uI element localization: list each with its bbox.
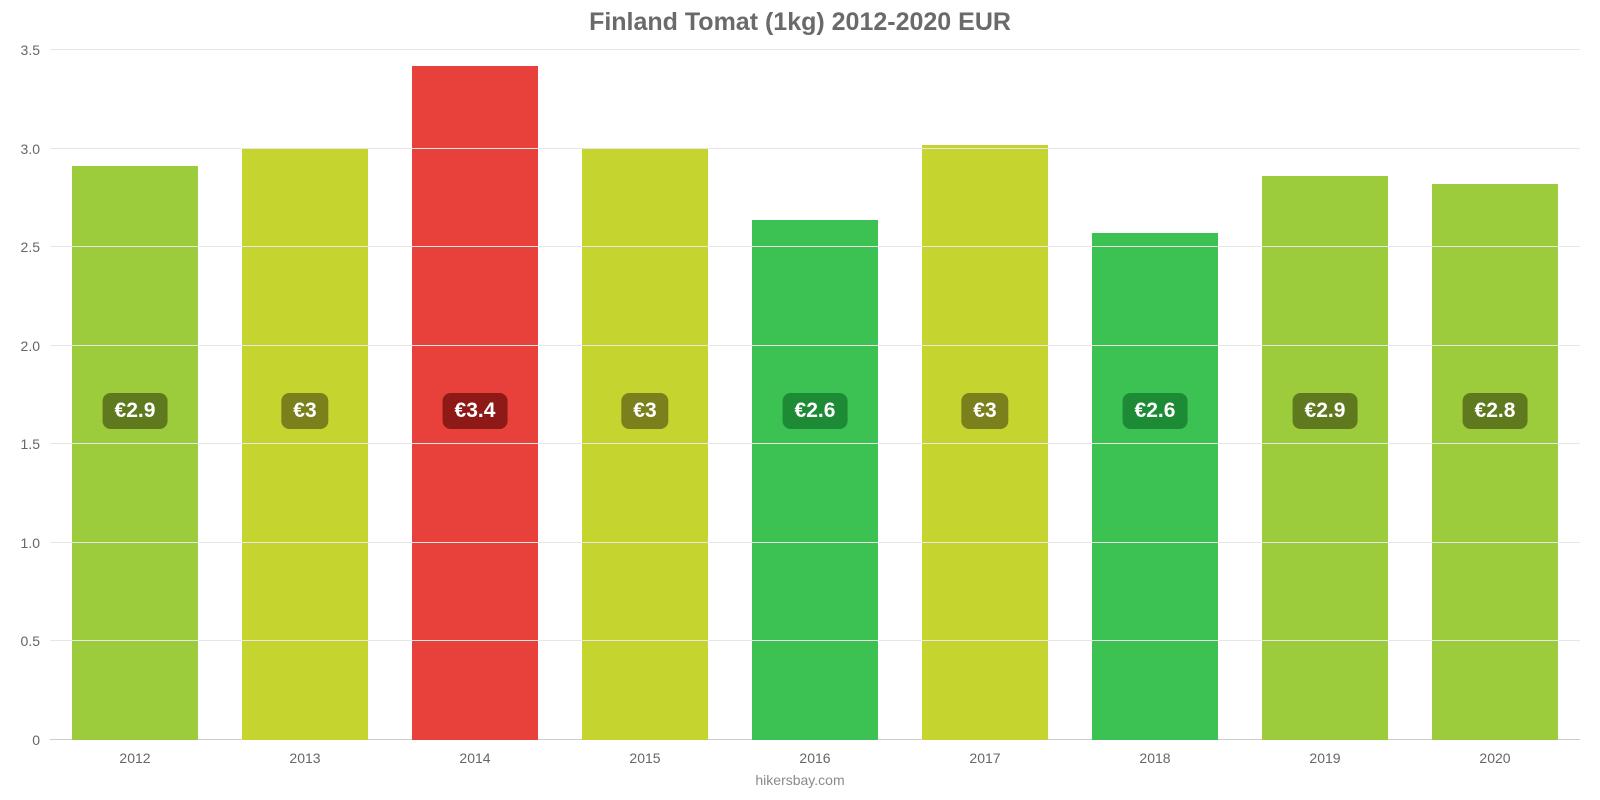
bar-slot: €2.62018 xyxy=(1070,50,1240,740)
bar: €2.8 xyxy=(1432,184,1558,740)
value-badge: €2.9 xyxy=(1293,393,1358,429)
x-tick-label: 2019 xyxy=(1309,740,1340,766)
grid-line xyxy=(50,345,1580,346)
chart-title: Finland Tomat (1kg) 2012-2020 EUR xyxy=(0,8,1600,37)
grid-line xyxy=(50,542,1580,543)
bars-group: €2.92012€32013€3.42014€32015€2.62016€320… xyxy=(50,50,1580,740)
x-tick-label: 2020 xyxy=(1479,740,1510,766)
x-tick-label: 2015 xyxy=(629,740,660,766)
x-tick-label: 2018 xyxy=(1139,740,1170,766)
bar-slot: €2.82020 xyxy=(1410,50,1580,740)
value-badge: €2.6 xyxy=(783,393,848,429)
bar: €3.4 xyxy=(412,66,538,740)
value-badge: €3 xyxy=(621,393,668,429)
bar-slot: €2.92019 xyxy=(1240,50,1410,740)
plot-area: €2.92012€32013€3.42014€32015€2.62016€320… xyxy=(50,50,1580,740)
x-tick-label: 2014 xyxy=(459,740,490,766)
bar-slot: €3.42014 xyxy=(390,50,560,740)
value-badge: €2.9 xyxy=(103,393,168,429)
y-tick-label: 2.0 xyxy=(21,338,50,354)
bar-slot: €2.92012 xyxy=(50,50,220,740)
value-badge: €3 xyxy=(961,393,1008,429)
bar-slot: €32015 xyxy=(560,50,730,740)
grid-line xyxy=(50,443,1580,444)
y-tick-label: 0 xyxy=(32,732,50,748)
y-tick-label: 1.0 xyxy=(21,535,50,551)
y-tick-label: 0.5 xyxy=(21,633,50,649)
chart-footer: hikersbay.com xyxy=(0,772,1600,788)
bar: €2.9 xyxy=(1262,176,1388,740)
bar: €2.6 xyxy=(1092,233,1218,740)
bar-slot: €32013 xyxy=(220,50,390,740)
y-tick-label: 3.0 xyxy=(21,141,50,157)
grid-line xyxy=(50,246,1580,247)
value-badge: €3.4 xyxy=(443,393,508,429)
y-tick-label: 3.5 xyxy=(21,42,50,58)
x-tick-label: 2013 xyxy=(289,740,320,766)
value-badge: €2.8 xyxy=(1463,393,1528,429)
x-tick-label: 2017 xyxy=(969,740,1000,766)
grid-line xyxy=(50,640,1580,641)
grid-line xyxy=(50,148,1580,149)
x-tick-label: 2016 xyxy=(799,740,830,766)
x-tick-label: 2012 xyxy=(119,740,150,766)
bar: €2.9 xyxy=(72,166,198,740)
chart-container: Finland Tomat (1kg) 2012-2020 EUR €2.920… xyxy=(0,0,1600,800)
value-badge: €3 xyxy=(281,393,328,429)
y-tick-label: 2.5 xyxy=(21,239,50,255)
bar: €2.6 xyxy=(752,220,878,740)
y-tick-label: 1.5 xyxy=(21,436,50,452)
bar-slot: €32017 xyxy=(900,50,1070,740)
grid-line xyxy=(50,49,1580,50)
bar-slot: €2.62016 xyxy=(730,50,900,740)
value-badge: €2.6 xyxy=(1123,393,1188,429)
